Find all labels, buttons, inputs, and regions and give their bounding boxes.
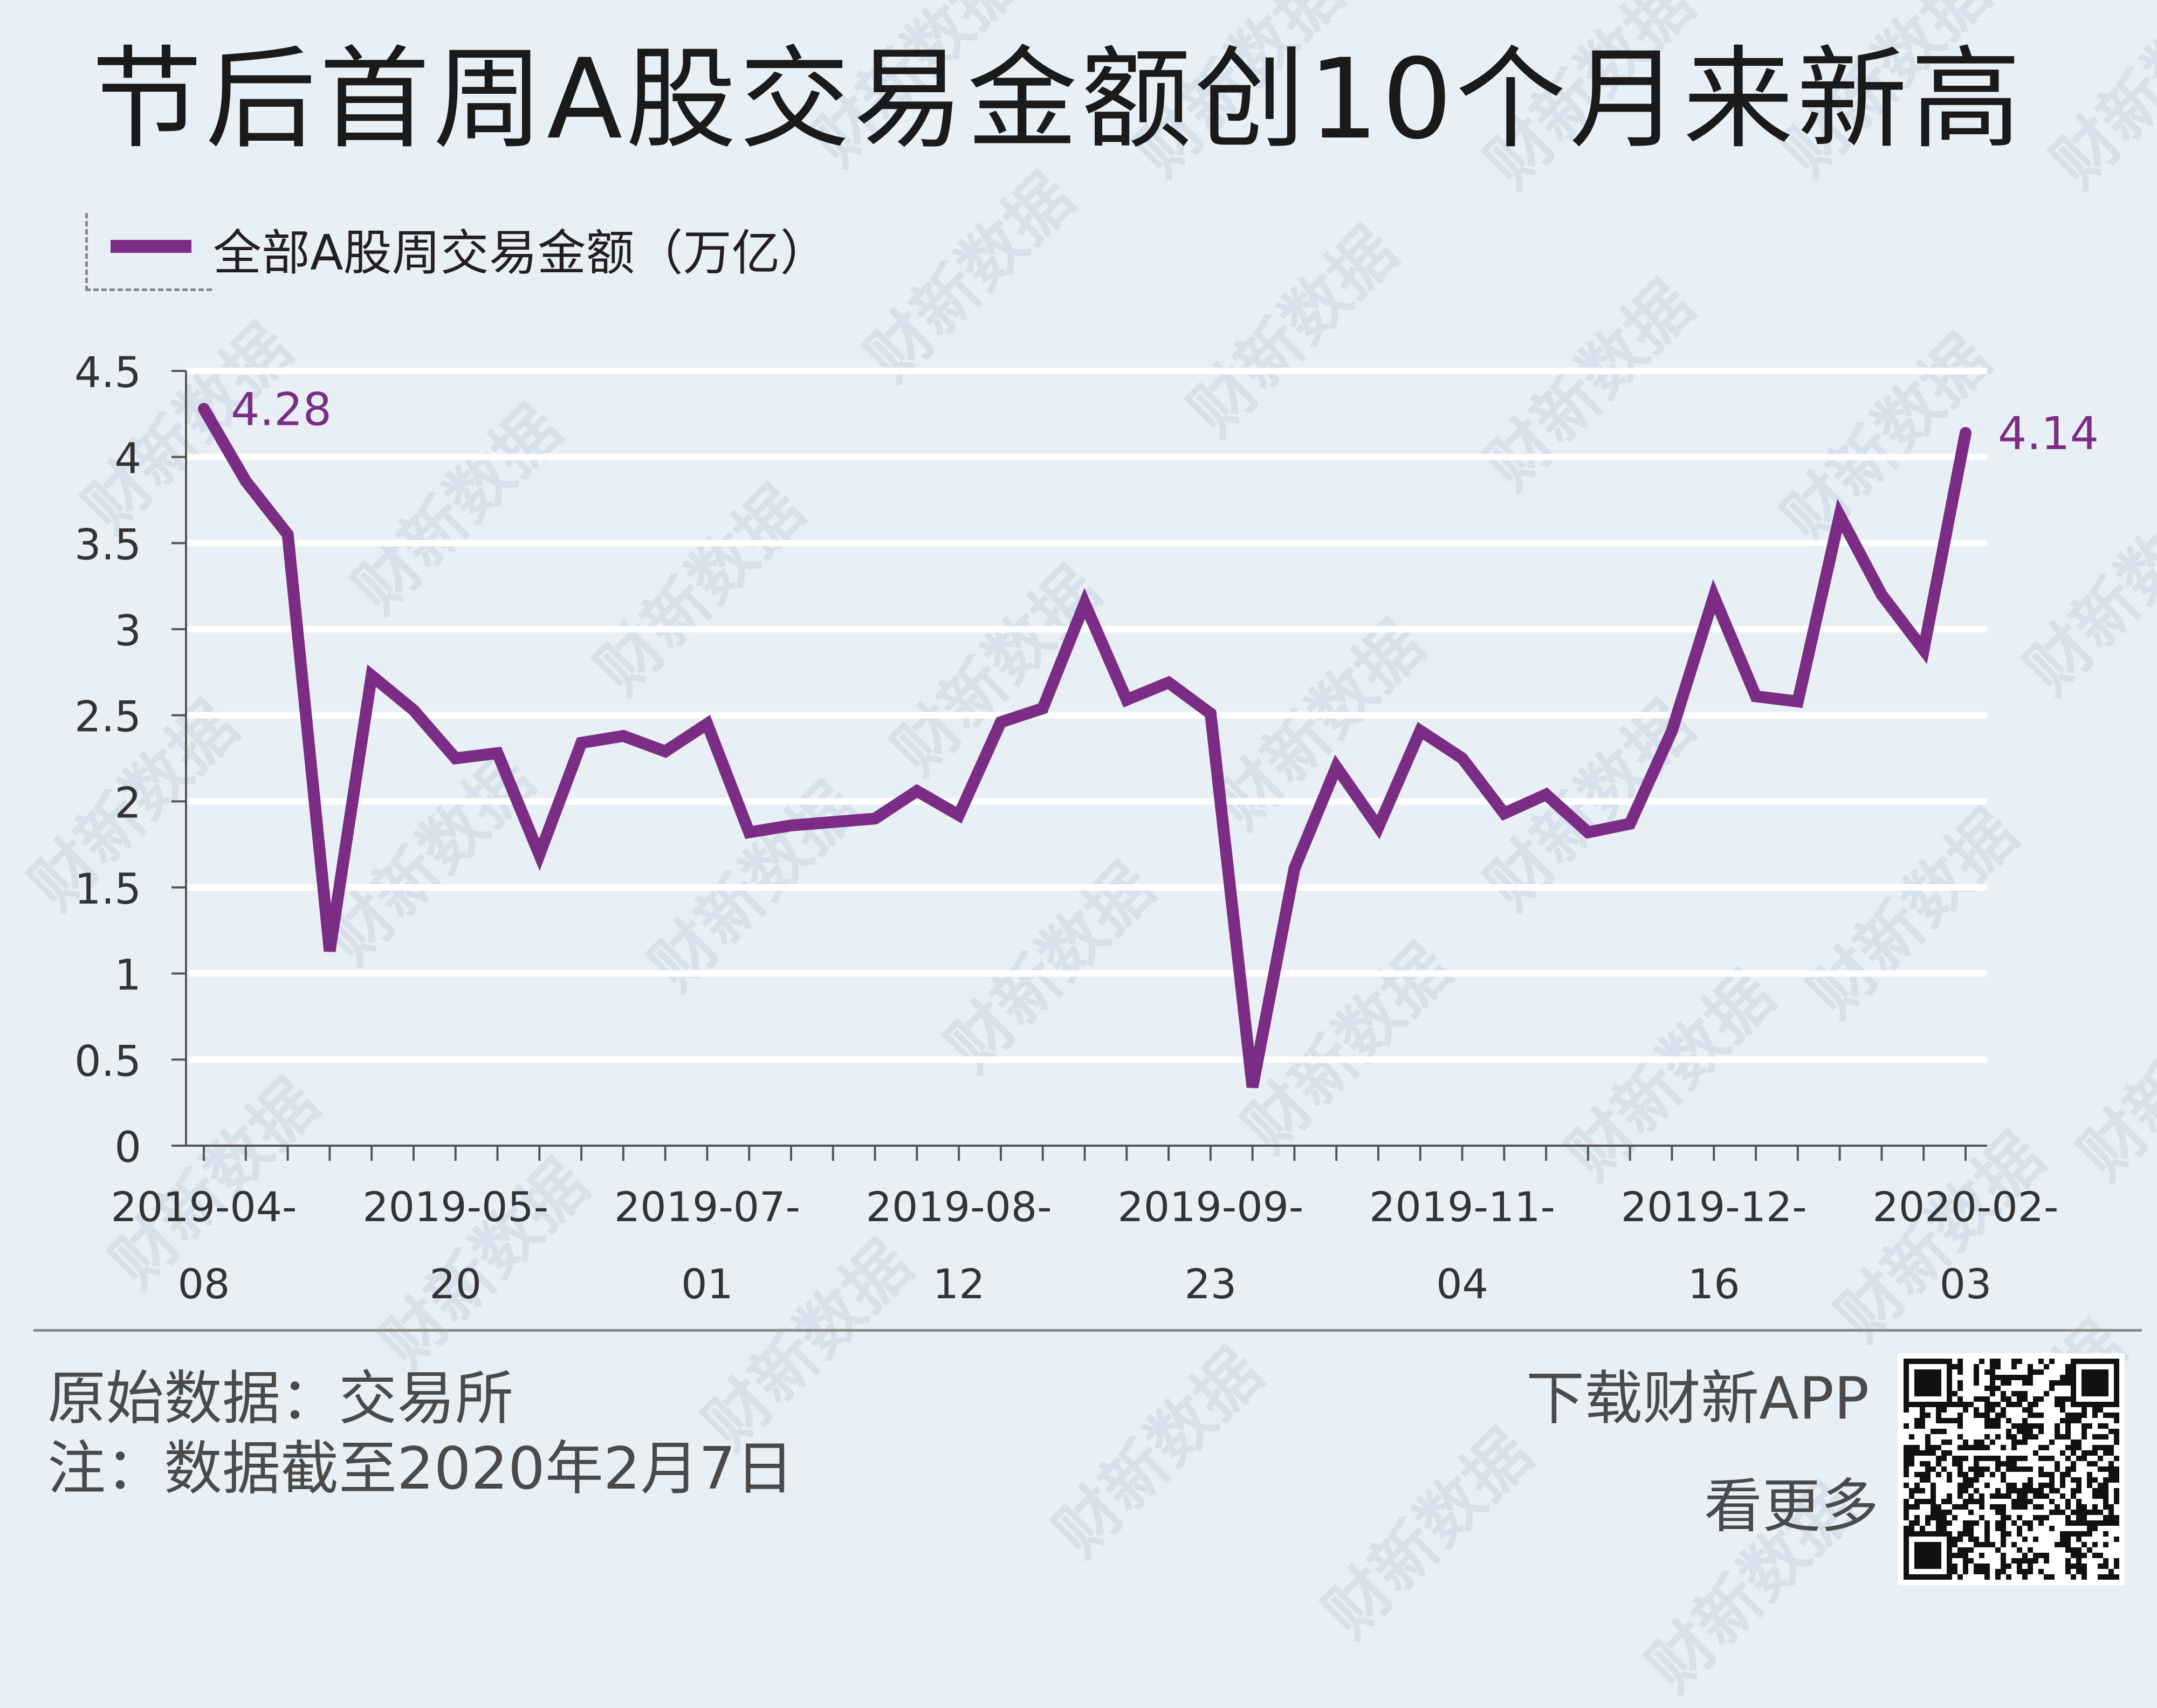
legend-box [85, 213, 212, 291]
y-tick-label: 1.5 [74, 865, 141, 914]
line-chart: 0 0.5 1 1.5 2 2.5 3 3.5 4 4.5 2019-04- 08 2019-05- 20… [74, 349, 2099, 1308]
see-more-link[interactable]: 看更多 [1704, 1473, 1879, 1540]
y-tick-label: 0.5 [74, 1037, 141, 1086]
chart-title: 节后首周A股交易金额创10个月来新高 [92, 36, 2025, 164]
x-tick-label: 2019-11- [1369, 1183, 1555, 1231]
x-tick-label: 2019-05- [362, 1183, 548, 1231]
y-tick-label: 2 [114, 779, 141, 828]
data-cutoff-note: 注：数据截至2020年2月7日 [47, 1435, 794, 1503]
x-tick-label: 2019-08- [866, 1183, 1052, 1231]
x-tick-label: 2019-07- [614, 1183, 800, 1231]
y-tick-label: 3 [114, 607, 141, 656]
footer-divider [33, 1329, 2142, 1332]
qr-code[interactable] [1898, 1353, 2125, 1585]
y-tick-label: 2.5 [74, 693, 141, 742]
legend-swatch [111, 240, 191, 253]
x-tick-label: 2019-12- [1621, 1183, 1807, 1231]
download-app-link[interactable]: 下载财新APP [1526, 1365, 1870, 1432]
x-tick-label: 08 [178, 1260, 230, 1308]
x-tick-label: 2019-04- [111, 1183, 297, 1231]
source-note: 原始数据：交易所 [47, 1365, 514, 1432]
x-tick-label: 04 [1436, 1260, 1488, 1308]
watermark: 财新数据 [1040, 1335, 1276, 1571]
x-tick-label: 2020-02- [1873, 1183, 2059, 1231]
x-tick-label: 12 [933, 1260, 985, 1308]
x-tick-label: 23 [1184, 1260, 1237, 1308]
x-tick-label: 16 [1688, 1260, 1740, 1308]
legend-label: 全部A股周交易金额（万亿） [213, 225, 829, 281]
watermark: 财新数据 [1310, 1416, 1546, 1652]
x-tick-label: 20 [429, 1260, 482, 1308]
x-tick-label: 03 [1940, 1260, 1992, 1308]
y-tick-label: 0 [114, 1124, 141, 1172]
x-tick-label: 2019-09- [1117, 1183, 1303, 1231]
y-tick-label: 3.5 [74, 521, 141, 569]
x-tick-label: 01 [681, 1260, 733, 1308]
data-label: 4.28 [231, 383, 332, 436]
y-tick-label: 1 [114, 952, 141, 1000]
data-label: 4.14 [1998, 407, 2099, 460]
y-tick-label: 4.5 [74, 349, 141, 397]
y-tick-label: 4 [114, 435, 141, 484]
series-line [198, 403, 1971, 1089]
